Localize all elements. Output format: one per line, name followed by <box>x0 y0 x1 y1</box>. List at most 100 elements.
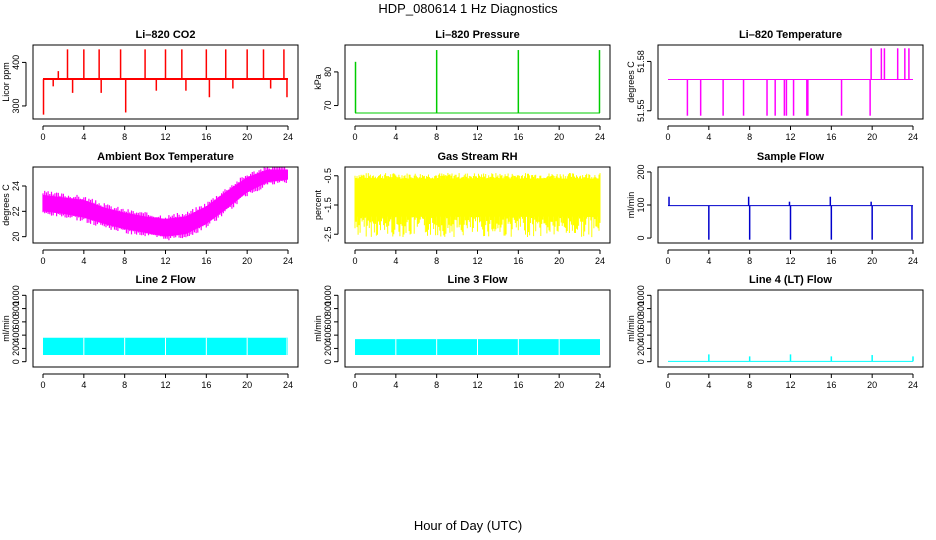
y-axis-label: ml/min <box>626 192 636 219</box>
y-axis-label: ml/min <box>1 315 11 342</box>
plot-data <box>43 337 288 356</box>
x-tick-label: 12 <box>160 380 170 390</box>
x-tick-label: 4 <box>81 132 86 142</box>
y-axis-label: percent <box>313 189 323 220</box>
y-tick-label: 400 <box>323 328 333 343</box>
panel-title: Line 2 Flow <box>136 274 196 286</box>
x-tick-label: 0 <box>665 380 670 390</box>
y-tick-label: 200 <box>636 164 646 179</box>
x-tick-label: 20 <box>242 256 252 266</box>
x-tick-label: 24 <box>595 256 605 266</box>
x-tick-label: 8 <box>747 256 752 266</box>
x-tick-label: 20 <box>554 256 564 266</box>
x-tick-label: 16 <box>826 380 836 390</box>
y-tick-label: 800 <box>636 301 646 316</box>
y-axis-label: ml/min <box>313 315 323 342</box>
x-tick-label: 4 <box>393 256 398 266</box>
y-tick-label: 80 <box>323 67 333 77</box>
y-tick-label: 0 <box>11 359 21 364</box>
y-tick-label: -1.5 <box>323 197 333 213</box>
plot-data <box>668 354 914 362</box>
y-tick-label: 0 <box>636 236 646 241</box>
x-tick-label: 24 <box>595 380 605 390</box>
panel-title: Sample Flow <box>757 151 825 163</box>
x-tick-label: 4 <box>81 256 86 266</box>
y-axis-label: degrees C <box>1 184 11 226</box>
x-tick-label: 16 <box>201 256 211 266</box>
x-tick-label: 0 <box>352 256 357 266</box>
y-tick-label: 200 <box>11 341 21 356</box>
x-axis-title: Hour of Day (UTC) <box>413 518 523 533</box>
x-tick-label: 24 <box>908 132 918 142</box>
x-tick-label: 12 <box>160 256 170 266</box>
x-tick-label: 0 <box>352 380 357 390</box>
x-tick-label: 8 <box>122 380 127 390</box>
y-tick-label: 0 <box>323 359 333 364</box>
plot-frame <box>657 289 924 368</box>
plot-data <box>42 49 288 115</box>
x-tick-label: 8 <box>434 256 439 266</box>
x-tick-label: 4 <box>706 132 711 142</box>
y-tick-label: 51.58 <box>636 50 646 73</box>
plot-frame <box>344 166 611 244</box>
y-tick-label: 1000 <box>323 285 333 305</box>
y-axis-label: Licor ppm <box>1 62 11 102</box>
x-tick-label: 8 <box>434 132 439 142</box>
x-tick-label: 20 <box>242 132 252 142</box>
x-tick-label: 12 <box>472 256 482 266</box>
x-tick-label: 8 <box>747 132 752 142</box>
y-tick-label: 51.55 <box>636 100 646 123</box>
y-tick-label: 70 <box>323 101 333 111</box>
y-tick-label: 800 <box>11 301 21 316</box>
x-tick-label: 24 <box>595 132 605 142</box>
x-tick-label: 20 <box>867 132 877 142</box>
plot-frame <box>344 44 611 120</box>
panel-title: Li–820 CO2 <box>136 29 196 41</box>
x-tick-label: 24 <box>908 256 918 266</box>
x-tick-label: 16 <box>513 132 523 142</box>
x-tick-label: 0 <box>665 132 670 142</box>
plot-frame <box>657 166 924 244</box>
panel-licor-temp: Li–820 Temperature 0 4 8 12 16 20 24 51.55 51.58d… <box>626 29 924 142</box>
x-tick-label: 16 <box>201 380 211 390</box>
plot-data <box>42 167 288 241</box>
x-tick-label: 12 <box>785 132 795 142</box>
y-tick-label: 600 <box>11 314 21 329</box>
y-tick-label: 400 <box>636 328 646 343</box>
x-tick-label: 8 <box>122 256 127 266</box>
plot-frame <box>344 289 611 368</box>
y-tick-label: 600 <box>323 314 333 329</box>
figure-title: HDP_080614 1 Hz Diagnostics <box>378 1 558 16</box>
x-tick-label: 24 <box>283 132 293 142</box>
y-tick-label: 200 <box>636 341 646 356</box>
y-tick-label: 400 <box>11 55 21 70</box>
x-tick-label: 20 <box>554 132 564 142</box>
plot-data <box>355 339 600 356</box>
x-tick-label: 16 <box>201 132 211 142</box>
y-tick-label: 1000 <box>636 285 646 305</box>
plot-data <box>668 48 913 116</box>
x-tick-label: 20 <box>242 380 252 390</box>
x-tick-label: 8 <box>434 380 439 390</box>
x-tick-label: 8 <box>122 132 127 142</box>
plot-frame <box>657 44 924 120</box>
x-tick-label: 12 <box>785 380 795 390</box>
panel-rh: Gas Stream RH 0 4 8 12 16 20 24 -2.5 -1.5 -0.5perc… <box>313 151 611 266</box>
panel-title: Gas Stream RH <box>437 151 517 163</box>
y-tick-label: 400 <box>11 328 21 343</box>
plot-frame <box>32 289 299 368</box>
x-tick-label: 4 <box>81 380 86 390</box>
x-tick-label: 24 <box>908 380 918 390</box>
x-tick-label: 0 <box>665 256 670 266</box>
plot-data <box>354 50 601 114</box>
x-tick-label: 4 <box>706 380 711 390</box>
x-tick-label: 8 <box>747 380 752 390</box>
y-tick-label: 100 <box>636 197 646 212</box>
y-tick-label: 300 <box>11 98 21 113</box>
y-tick-label: 600 <box>636 314 646 329</box>
x-tick-label: 0 <box>40 256 45 266</box>
x-tick-label: 4 <box>706 256 711 266</box>
panel-title: Li–820 Temperature <box>739 29 842 41</box>
